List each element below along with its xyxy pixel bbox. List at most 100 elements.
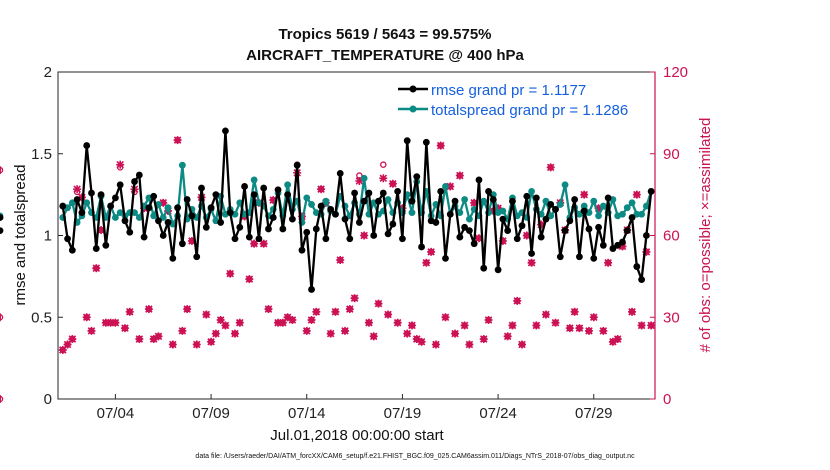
rmse-point xyxy=(465,227,473,234)
obs-assimilated-point xyxy=(628,307,637,316)
rmse-point xyxy=(475,176,483,184)
rmse-point xyxy=(456,233,464,241)
y2-tick-label: 30 xyxy=(663,309,680,326)
rmse-point xyxy=(552,205,559,213)
rmse-point xyxy=(542,215,550,223)
rmse-point xyxy=(576,253,583,261)
rmse-point xyxy=(470,240,478,248)
rmse-point xyxy=(327,205,335,213)
rmse-point xyxy=(0,227,4,234)
obs-assimilated-point xyxy=(479,335,488,344)
rmse-point xyxy=(226,209,234,217)
obs-assimilated-point xyxy=(350,294,359,303)
rmse-point xyxy=(78,209,86,217)
obs-assimilated-point xyxy=(302,326,311,335)
rmse-point xyxy=(451,197,459,205)
obs-assimilated-point xyxy=(226,269,235,278)
rmse-point xyxy=(97,191,105,199)
rmse-point xyxy=(399,235,406,243)
rmse-point xyxy=(116,181,124,189)
rmse-point xyxy=(150,192,158,200)
rmse-point xyxy=(403,137,411,145)
rmse-point xyxy=(88,189,95,197)
totalspread-point xyxy=(68,199,76,207)
obs-assimilated-point xyxy=(632,190,641,199)
rmse-point xyxy=(480,264,488,272)
obs-assimilated-point xyxy=(87,326,96,335)
obs-assimilated-point xyxy=(427,247,436,256)
totalspread-point xyxy=(480,197,488,205)
rmse-line xyxy=(61,129,653,291)
rmse-point xyxy=(274,186,282,194)
rmse-point xyxy=(159,232,167,239)
totalspread-point xyxy=(322,197,330,205)
rmse-point xyxy=(64,235,71,243)
obs-assimilated-point xyxy=(250,239,259,248)
rmse-point xyxy=(346,235,354,243)
rmse-point xyxy=(174,204,181,212)
obs-assimilated-point xyxy=(575,324,584,333)
rmse-point xyxy=(528,250,535,257)
x-tick-label: 07/29 xyxy=(575,405,613,422)
totalspread-point xyxy=(542,197,550,205)
obs-assimilated-point xyxy=(326,329,335,338)
rmse-point xyxy=(523,192,531,200)
obs-assimilated-point xyxy=(484,315,493,324)
obs-count-series xyxy=(0,136,656,403)
legend: rmse grand pr = 1.1177 totalspread grand… xyxy=(395,80,650,124)
totalspread-point xyxy=(250,176,258,184)
obs-assimilated-point xyxy=(460,321,469,330)
obs-assimilated-point xyxy=(384,310,393,319)
rmse-point xyxy=(547,201,555,208)
x-axis-label: Jul.01,2018 00:00:00 start xyxy=(270,427,444,444)
rmse-point xyxy=(351,189,358,197)
obs-assimilated-point xyxy=(73,185,82,194)
rmse-point xyxy=(566,217,574,225)
rmse-point xyxy=(599,241,607,249)
rmse-point xyxy=(384,230,392,238)
totalspread-point xyxy=(384,196,392,203)
rmse-point xyxy=(68,246,76,254)
rmse-point xyxy=(217,219,225,226)
obs-assimilated-point xyxy=(451,329,460,338)
obs-assimilated-point xyxy=(422,258,431,267)
obs-assimilated-point xyxy=(369,332,378,341)
rmse-point xyxy=(164,219,172,226)
legend-rmse-label: rmse grand pr = 1.1177 xyxy=(431,82,586,99)
obs-assimilated-point xyxy=(388,179,397,188)
obs-assimilated-point xyxy=(565,324,574,333)
rmse-point xyxy=(222,127,229,135)
rmse-point xyxy=(604,194,612,202)
rmse-point xyxy=(83,142,91,149)
obs-assimilated-point xyxy=(120,324,129,333)
obs-assimilated-point xyxy=(312,307,321,316)
rmse-point xyxy=(212,191,220,199)
legend-box xyxy=(395,80,650,124)
rmse-point xyxy=(126,228,134,236)
obs-assimilated-point xyxy=(431,340,440,349)
obs-possible-point xyxy=(380,161,387,168)
obs-assimilated-point xyxy=(570,307,579,316)
obs-assimilated-point xyxy=(235,318,244,327)
rmse-point xyxy=(532,194,540,202)
totalspread-point xyxy=(178,161,186,169)
y-tick-label: 0.5 xyxy=(31,309,52,326)
totalspread-point xyxy=(528,187,535,195)
obs-assimilated-point xyxy=(518,340,527,349)
rmse-point xyxy=(556,253,564,261)
rmse-point xyxy=(288,215,296,223)
rmse-point xyxy=(422,138,430,146)
rmse-point xyxy=(0,214,4,221)
rmse-point xyxy=(619,238,626,246)
rmse-point xyxy=(355,219,363,226)
obs-assimilated-point xyxy=(407,321,416,330)
obs-assimilated-point xyxy=(364,318,373,327)
rmse-point xyxy=(590,254,598,262)
rmse-point xyxy=(188,212,196,220)
rmse-point xyxy=(638,276,646,284)
obs-assimilated-point xyxy=(211,329,220,338)
totalspread-point xyxy=(83,199,91,207)
rmse-point xyxy=(317,202,325,210)
chart-subtitle: AIRCRAFT_TEMPERATURE @ 400 hPa xyxy=(246,47,524,64)
